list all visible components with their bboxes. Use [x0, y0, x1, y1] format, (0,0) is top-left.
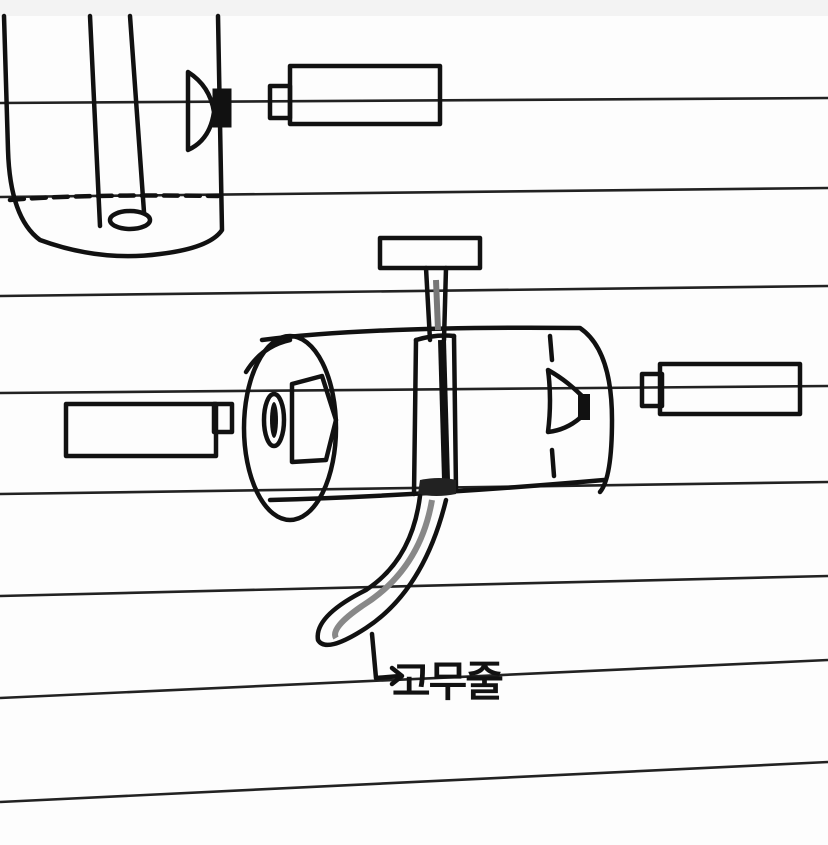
rubber-band-label: 고무줄	[392, 657, 504, 706]
cylinder-assembly	[63, 235, 803, 687]
page-top-edge	[0, 0, 828, 16]
notebook-ruled-lines	[0, 96, 828, 804]
container-sketch-top	[1, 13, 443, 259]
